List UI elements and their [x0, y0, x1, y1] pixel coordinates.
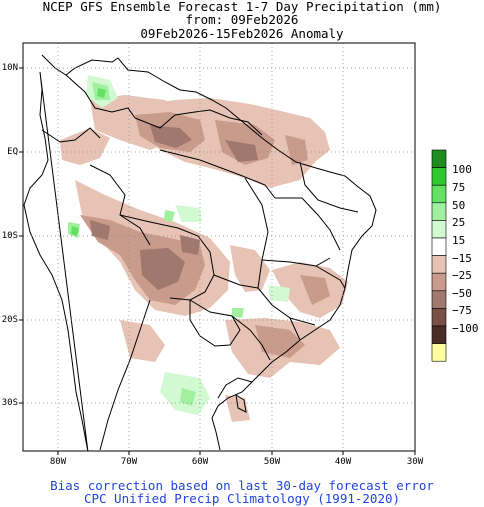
lat-label-20s: 20S — [1, 315, 18, 325]
footer-line-2: CPC Unified Precip Climatology (1991-202… — [83, 491, 401, 506]
colorbar-swatch-8 — [431, 290, 447, 309]
colorbar-label-minus50: −50 — [452, 287, 472, 300]
border-brazil-states-3 — [275, 197, 341, 251]
border-brazil-states-6 — [213, 274, 259, 289]
border-uruguay — [217, 377, 253, 399]
dry-anomaly-strong — [90, 125, 258, 290]
border-brazil-states-5 — [257, 287, 301, 341]
border-paraguay — [189, 299, 241, 347]
title-line-1: NCEP GFS Ensemble Forecast 1-7 Day Preci… — [42, 0, 442, 14]
lat-label-10s: 10S — [1, 231, 18, 241]
border-ecuador-peru — [41, 127, 101, 143]
colorbar-label-25: 25 — [452, 216, 466, 229]
colorbar-swatch-3 — [431, 202, 447, 221]
colorbar-label-minus75: −75 — [452, 304, 472, 317]
border-brazil-states-7 — [299, 161, 359, 213]
border-argentina-chile — [99, 299, 151, 451]
lon-label-30w: 30W — [406, 457, 424, 467]
colorbar-swatch-1 — [431, 167, 447, 186]
colorbar-label-50: 50 — [452, 199, 466, 212]
lon-label-70w: 70W — [120, 457, 138, 467]
colorbar-swatch-5 — [431, 237, 447, 256]
title-line-2: from: 09Feb2026 — [185, 12, 299, 27]
colorbar-label-minus15: −15 — [452, 252, 472, 265]
border-peru-brazil — [89, 164, 151, 246]
border-colombia-venezuela — [65, 74, 136, 119]
graticule — [23, 43, 415, 451]
colorbar-swatch-2 — [431, 184, 447, 204]
border-brazil-states-9 — [289, 317, 316, 326]
border-brazil-north — [134, 109, 263, 136]
border-brazil-states-2 — [244, 177, 269, 289]
colorbar-label-100: 100 — [452, 163, 472, 176]
axis-ticks — [19, 67, 416, 455]
lat-label-30s: 30S — [1, 398, 18, 408]
wet-anomaly-strong — [71, 88, 106, 236]
lon-label-50w: 50W — [263, 457, 281, 467]
lon-label-60w: 60W — [191, 457, 209, 467]
lon-label-80w: 80W — [49, 457, 67, 467]
colorbar-swatch-7 — [431, 272, 447, 292]
footer-line-1: Bias correction based on last 30-day for… — [50, 478, 434, 493]
colorbar-label-minus100: −100 — [452, 322, 479, 335]
colorbar-swatch-0 — [431, 149, 447, 168]
border-bolivia — [119, 214, 215, 301]
colorbar-swatch-6 — [431, 255, 447, 274]
anomaly-shading — [60, 75, 348, 422]
lon-label-40w: 40W — [334, 457, 352, 467]
lat-label-eq: EQ — [7, 147, 18, 157]
border-brazil-states-1 — [159, 149, 276, 199]
colorbar-label-75: 75 — [452, 181, 466, 194]
colorbar-swatch-9 — [431, 308, 447, 327]
colorbar — [431, 149, 447, 362]
coastlines-and-borders — [23, 54, 377, 451]
map-frame — [22, 42, 416, 452]
coastline-south-america — [23, 54, 377, 451]
border-brazil-states-8 — [315, 265, 346, 289]
border-argentina-brazil — [231, 315, 271, 361]
colorbar-label-15: 15 — [452, 234, 466, 247]
lagoon-south — [235, 393, 247, 413]
colorbar-swatch-10 — [431, 325, 447, 344]
colorbar-swatch-4 — [431, 220, 447, 239]
border-brazil-states-4 — [261, 257, 331, 267]
title-line-3: 09Feb2026-15Feb2026 Anomaly — [140, 26, 344, 41]
colorbar-swatch-11 — [431, 343, 447, 362]
lat-label-10n: 10N — [1, 63, 18, 73]
colorbar-label-minus25: −25 — [452, 269, 472, 282]
